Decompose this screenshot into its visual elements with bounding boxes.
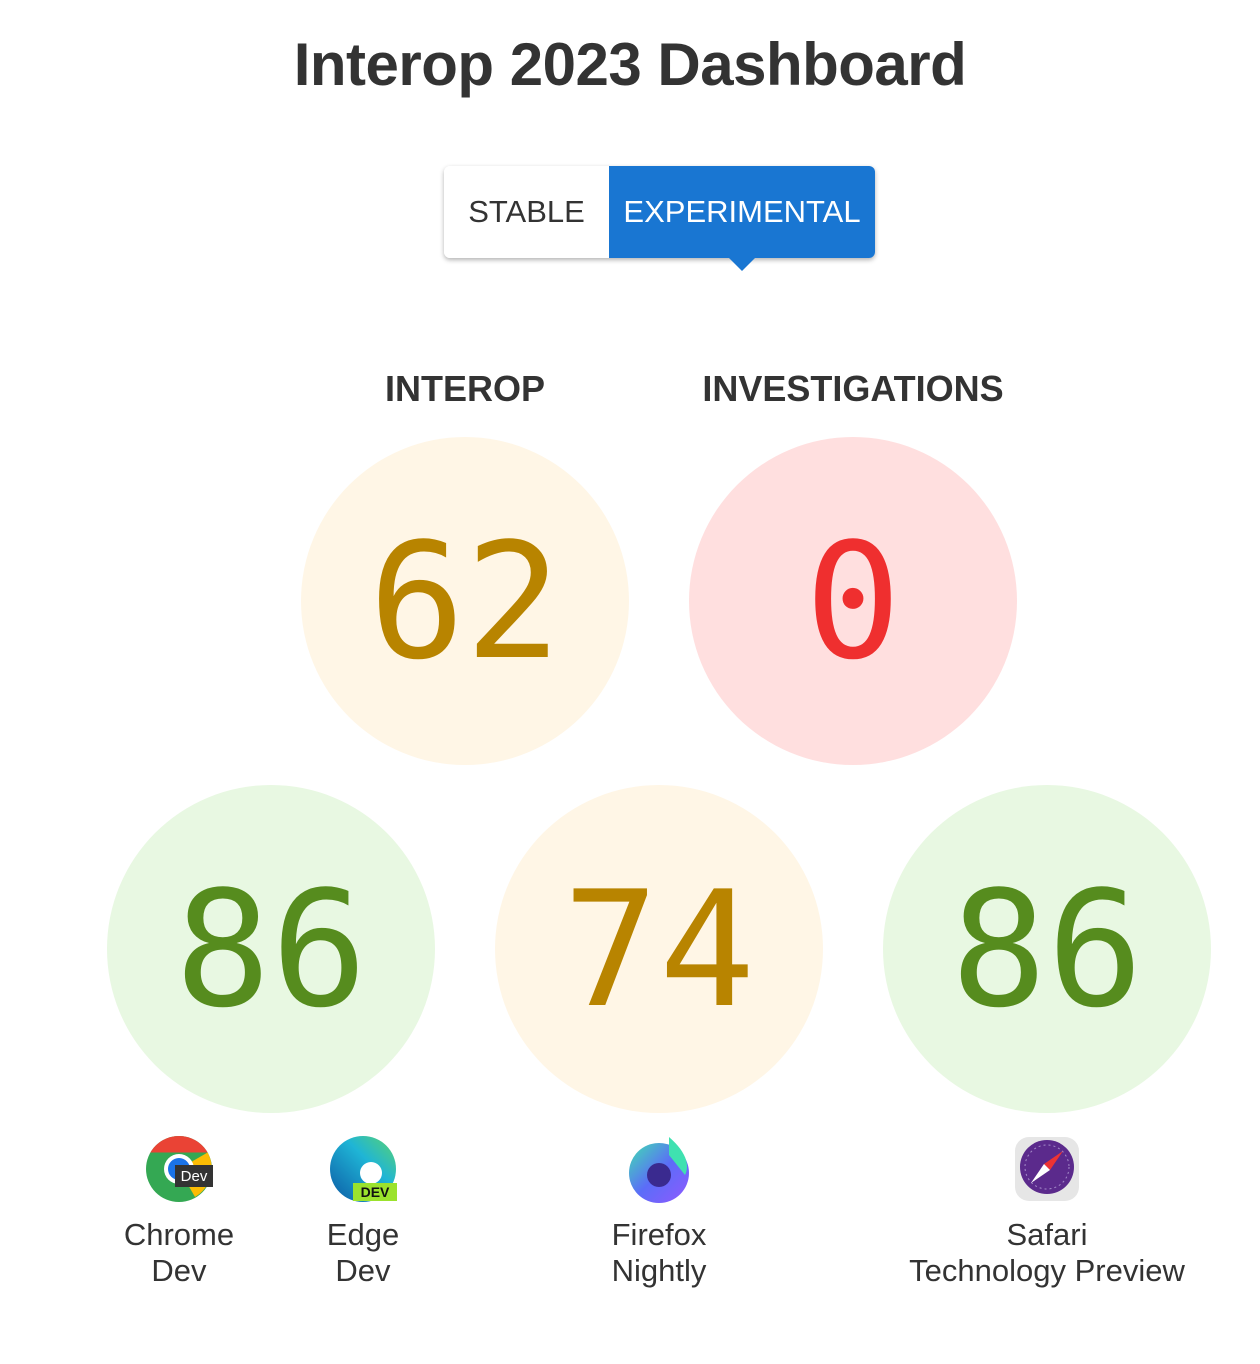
svg-text:Dev: Dev [181, 1168, 208, 1185]
browser-name: Chrome Dev [123, 1217, 235, 1288]
interop-label: INTEROP [384, 368, 545, 409]
stable-button[interactable]: STABLE [444, 166, 609, 258]
page-title: Interop 2023 Dashboard [293, 31, 967, 98]
browser-name: Safari Technology Preview [909, 1217, 1185, 1288]
browser-name: Edge Dev [326, 1217, 400, 1288]
experimental-button[interactable]: EXPERIMENTAL [609, 166, 875, 271]
interop-score: 62 [301, 437, 629, 765]
browser-chrome-dev: Dev Chrome Dev [19, 1135, 339, 1289]
investigations-score: 0 [689, 437, 1017, 765]
browser-name: Firefox Nightly [611, 1217, 707, 1288]
investigations-label: INVESTIGATIONS [702, 368, 1004, 409]
firefox-score: 74 [495, 785, 823, 1113]
chrome-dev-icon: Dev [146, 1136, 213, 1202]
safari-score: 86 [883, 785, 1211, 1113]
browser-safari-tp: Safari Technology Preview [887, 1135, 1207, 1289]
safari-technology-preview-icon [1015, 1137, 1079, 1201]
edge-dev-icon: DEV [330, 1136, 397, 1202]
browser-firefox-nightly: Firefox Nightly [499, 1135, 819, 1289]
channel-toggle: STABLE EXPERIMENTAL [444, 166, 875, 271]
chrome-edge-score: 86 [107, 785, 435, 1113]
browser-edge-dev: DEV Edge Dev [203, 1135, 523, 1289]
svg-text:DEV: DEV [361, 1184, 390, 1200]
firefox-nightly-icon [629, 1137, 689, 1203]
